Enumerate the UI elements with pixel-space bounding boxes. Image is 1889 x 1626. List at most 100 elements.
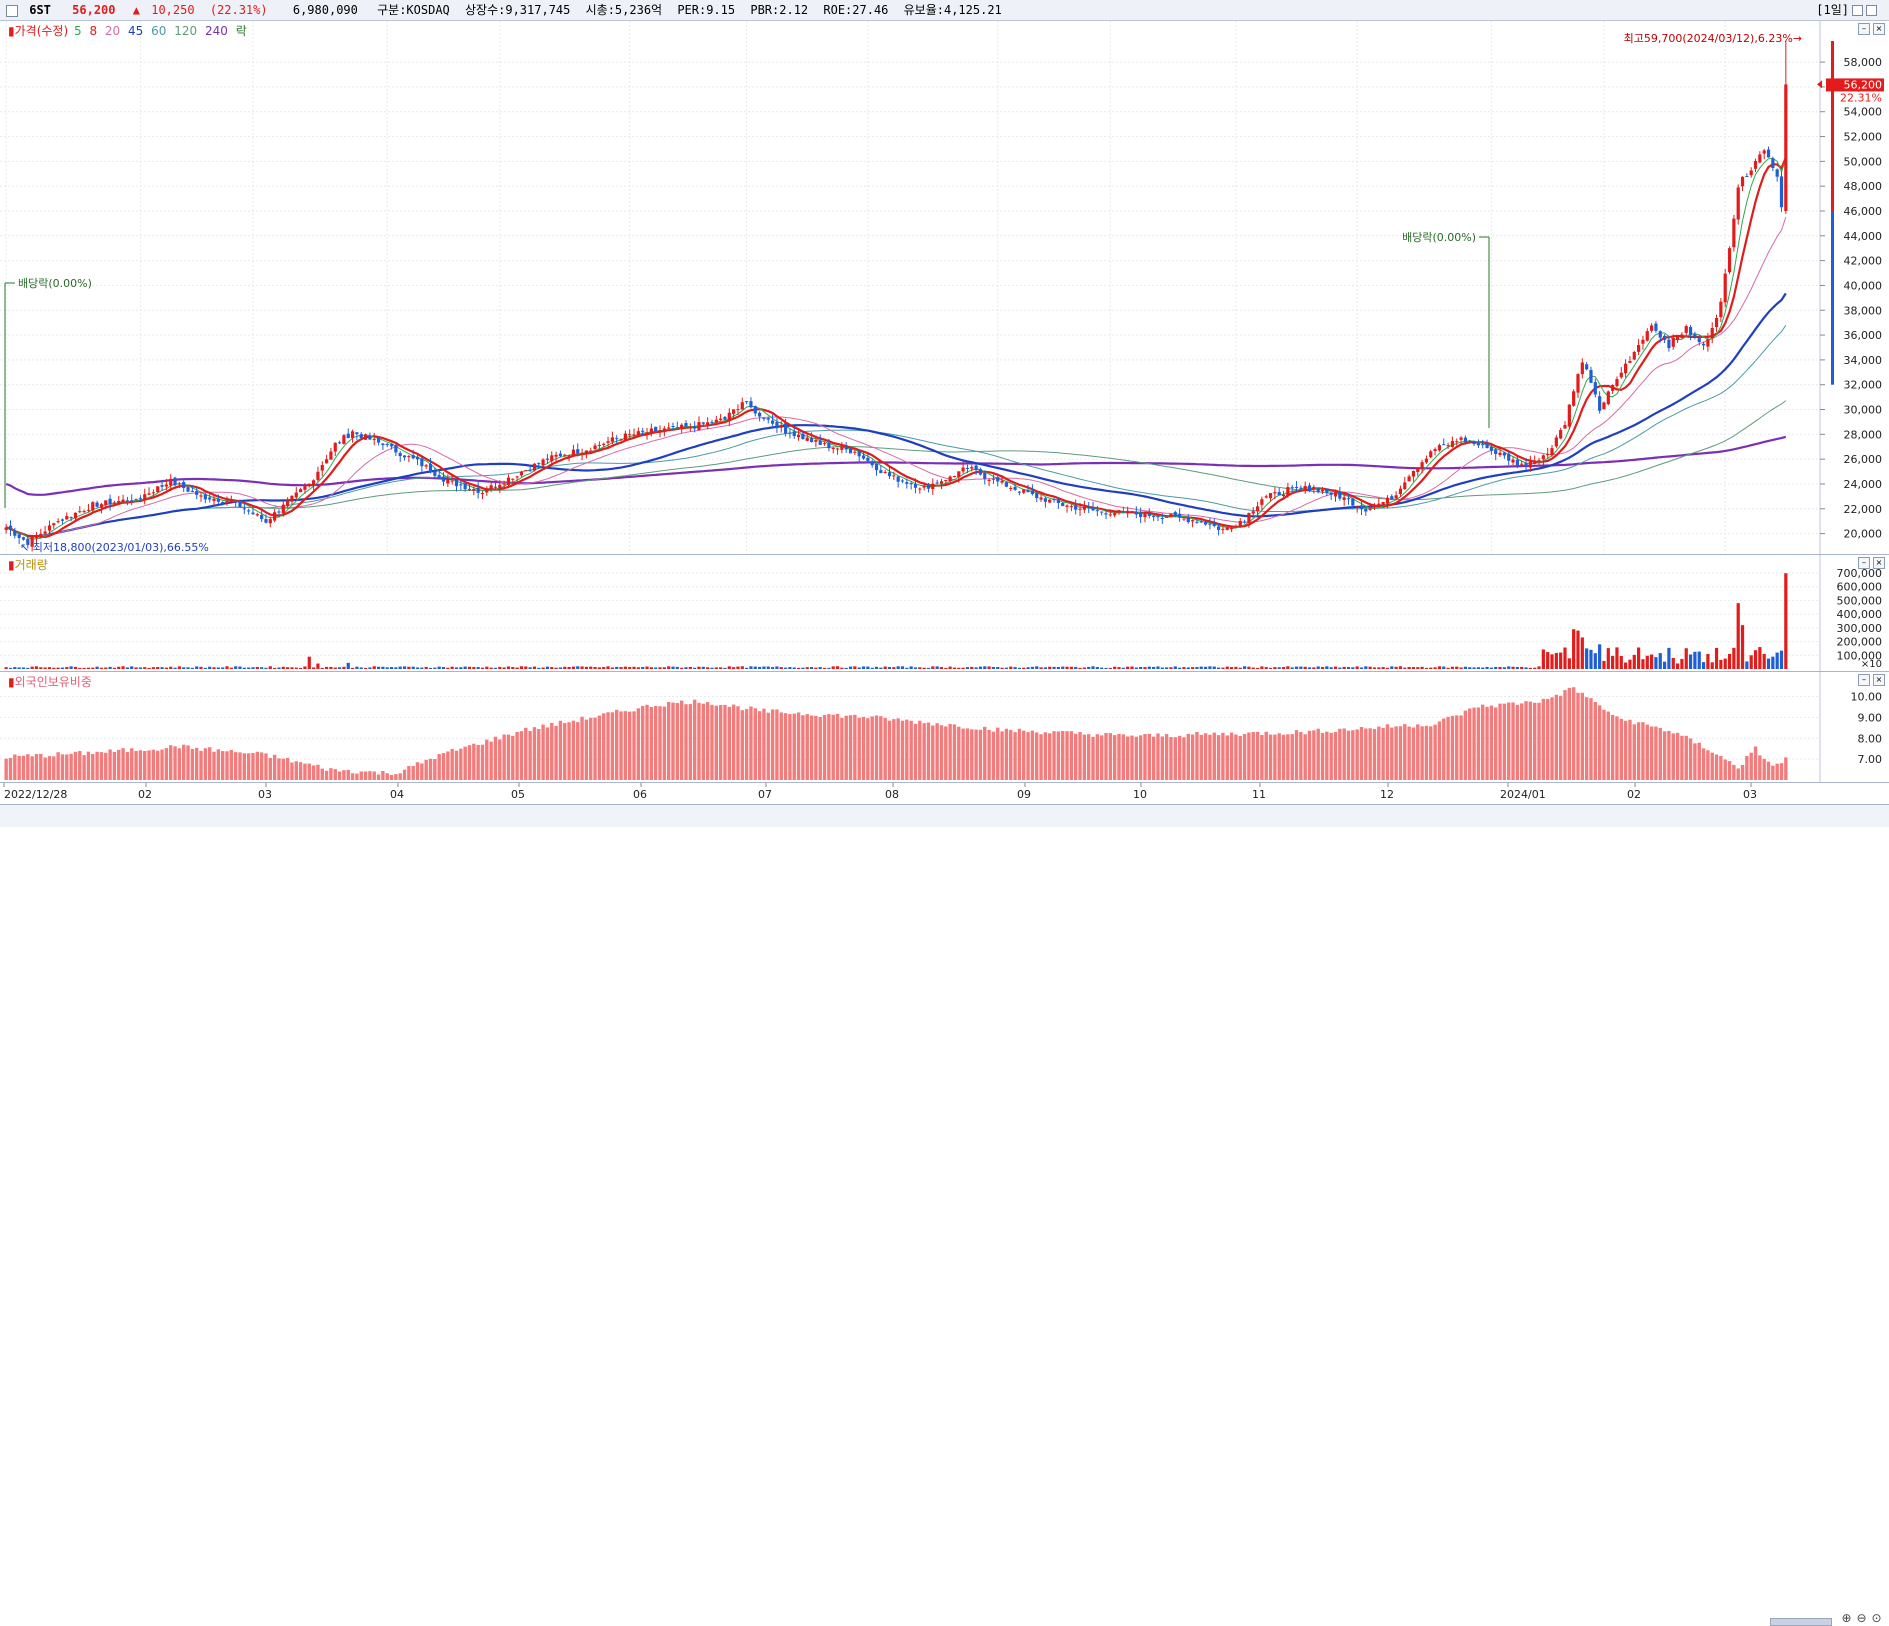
foreign-bar: [272, 754, 277, 780]
foreign-bar: [1151, 736, 1156, 780]
legend-ma5[interactable]: 5: [73, 24, 82, 38]
volume-bar: [809, 667, 814, 669]
restore-icon[interactable]: [1852, 5, 1863, 16]
zoom-in-icon[interactable]: ⊕: [1841, 1611, 1852, 1625]
volume-bar: [857, 667, 861, 669]
foreign-bar: [1368, 728, 1372, 780]
volume-panel-controls: – ×: [1858, 557, 1885, 569]
candle-body: [199, 495, 203, 497]
price-tick-label: 54,000: [1844, 106, 1883, 119]
volume-bar: [970, 666, 974, 669]
candle-body: [571, 449, 576, 457]
foreign-ownership-panel[interactable]: 10.00 9.00 8.00 7.00 ▮외국인보유비중 – ×: [0, 672, 1889, 783]
volume-bar: [1632, 654, 1636, 669]
foreign-bar: [1216, 735, 1221, 780]
candle-body: [242, 508, 246, 510]
candle-body: [1056, 499, 1060, 503]
foreign-bar: [229, 749, 234, 780]
foreign-bar: [480, 744, 485, 780]
legend-ma120[interactable]: 120: [174, 24, 198, 38]
candle-body: [69, 517, 73, 519]
per-value: PER:9.15: [677, 3, 736, 17]
foreign-bar: [649, 707, 654, 780]
foreign-bar: [1351, 730, 1355, 780]
volume-bar: [1671, 657, 1675, 669]
horizontal-scrollbar[interactable]: [1770, 1618, 1832, 1626]
candle-body: [1156, 516, 1160, 518]
foreign-bar: [1073, 733, 1078, 780]
candle-body: [56, 521, 60, 523]
minimize-foreign-icon[interactable]: –: [1858, 674, 1870, 686]
foreign-bar: [688, 704, 693, 780]
legend-ma20[interactable]: 20: [104, 24, 121, 38]
candle-body: [597, 444, 601, 446]
close-panel-icon[interactable]: ×: [1873, 23, 1885, 35]
volume-bar: [1481, 667, 1485, 669]
menu-icon[interactable]: [6, 4, 18, 17]
volume-bar: [701, 666, 705, 669]
minimize-volume-icon[interactable]: –: [1858, 557, 1870, 569]
candle-body: [1502, 452, 1506, 456]
foreign-bar: [1190, 734, 1195, 780]
zoom-reset-icon[interactable]: ⊙: [1871, 1611, 1882, 1625]
volume-bar: [1307, 667, 1312, 669]
volume-bar: [835, 666, 840, 669]
volume-bar: [1095, 667, 1099, 669]
candle-body: [1693, 334, 1697, 337]
candle-body: [1645, 331, 1649, 341]
foreign-bar: [1749, 752, 1753, 780]
candle-body: [1632, 351, 1636, 360]
candle-body: [1121, 511, 1125, 513]
period-selector[interactable]: [1일]: [1816, 3, 1849, 17]
volume-bar: [1333, 666, 1338, 669]
legend-ma60[interactable]: 60: [151, 24, 167, 38]
candle-body: [1753, 160, 1758, 169]
legend-ma8[interactable]: 8: [89, 24, 98, 38]
volume-bar: [1762, 653, 1766, 669]
legend-ma45[interactable]: 45: [128, 24, 144, 38]
minimize-panel-icon[interactable]: –: [1858, 23, 1870, 35]
candle-body: [645, 432, 649, 434]
foreign-bar: [1541, 698, 1546, 780]
foreign-bar: [1325, 731, 1329, 780]
close-foreign-icon[interactable]: ×: [1873, 674, 1885, 686]
volume-bar: [905, 667, 909, 669]
foreign-bar: [264, 753, 268, 780]
volume-bar: [1342, 666, 1346, 669]
foreign-bar: [866, 718, 870, 780]
foreign-bar: [1736, 768, 1740, 780]
legend-ma240[interactable]: 240: [204, 24, 228, 38]
volume-panel[interactable]: 700,000 600,000 500,000 400,000 300,000 200,0…: [0, 555, 1889, 672]
volume-bar: [1165, 667, 1169, 669]
candle-body: [1061, 503, 1065, 507]
foreign-bar: [1476, 707, 1481, 780]
volume-bar: [550, 667, 554, 669]
candle-body: [1351, 498, 1355, 506]
foreign-bar: [1649, 726, 1654, 780]
candle-body: [762, 418, 766, 420]
candle-body: [381, 443, 385, 446]
foreign-bar: [723, 704, 727, 780]
candle-body: [1320, 489, 1325, 492]
close-volume-icon[interactable]: ×: [1873, 557, 1885, 569]
candle-body: [229, 500, 233, 503]
candle-body: [840, 446, 844, 450]
maximize-icon[interactable]: [1866, 5, 1877, 16]
candle-body: [1381, 501, 1385, 506]
candle-body: [714, 419, 718, 423]
price-panel[interactable]: 58,00056,00054,00052,00050,00048,00046,0…: [0, 21, 1889, 555]
candle-body: [537, 463, 541, 465]
candle-body: [95, 502, 99, 507]
candle-body: [835, 448, 840, 450]
volume-bar: [948, 666, 952, 669]
volume-bar: [957, 667, 961, 669]
foreign-bar: [1346, 730, 1351, 780]
candle-body: [1658, 331, 1662, 338]
candle-body: [532, 463, 537, 471]
candle-body: [1113, 513, 1117, 516]
volume-bar: [1043, 667, 1047, 669]
volume-bar: [926, 667, 931, 669]
legend-exdiv[interactable]: 락: [235, 24, 247, 38]
foreign-bar: [415, 762, 420, 780]
zoom-out-icon[interactable]: ⊖: [1856, 1611, 1867, 1625]
